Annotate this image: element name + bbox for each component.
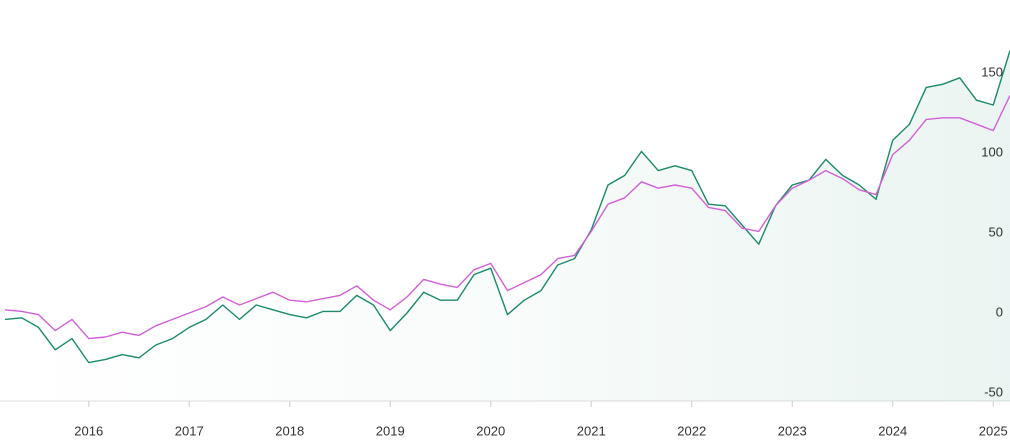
x-tick-label: 2019: [376, 423, 405, 438]
y-tick-label: 50: [989, 224, 1003, 239]
x-tick-label: 2016: [74, 423, 103, 438]
x-tick-label: 2020: [476, 423, 505, 438]
x-tick-label: 2024: [878, 423, 907, 438]
x-tick-label: 2021: [577, 423, 606, 438]
y-tick-label: 150: [981, 64, 1003, 79]
x-tick-label: 2017: [175, 423, 204, 438]
y-tick-label: 100: [981, 144, 1003, 159]
x-tick-label: 2022: [677, 423, 706, 438]
line: [4, 50, 1010, 364]
area: [5, 50, 1010, 401]
y-tick-label: 0: [996, 304, 1003, 319]
line: [4, 95, 1010, 340]
x-tick-label: 2018: [275, 423, 304, 438]
x-tick-label: 2023: [778, 423, 807, 438]
x-tick-label: 2025: [979, 423, 1008, 438]
y-tick-label: -50: [984, 384, 1003, 399]
